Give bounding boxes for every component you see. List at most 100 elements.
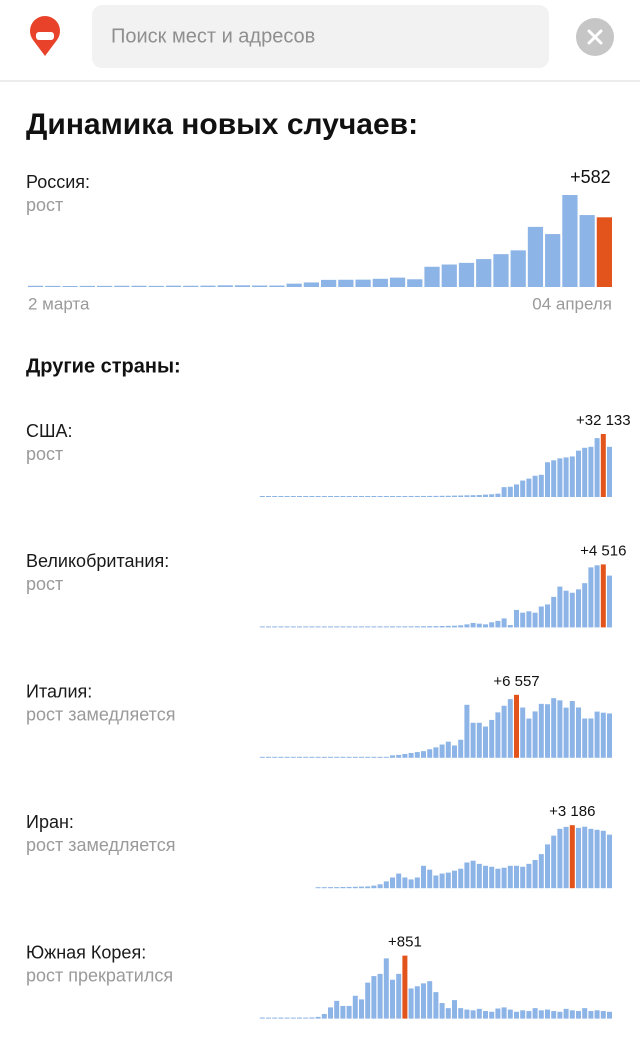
country-name: США: [26,421,73,441]
bar [269,285,285,287]
bar [114,285,130,287]
bar [340,756,346,758]
bar [507,625,513,628]
bar [408,879,414,889]
bar [402,955,408,1019]
search-box[interactable] [92,5,549,68]
country-status: рост замедляется [26,705,175,725]
bar [452,745,457,758]
bar [458,495,464,497]
bar [424,266,440,287]
bar [414,626,420,628]
bar [476,623,482,628]
bar [284,626,290,628]
bar [594,829,600,889]
bar [557,700,563,758]
bar [165,285,182,287]
bar [607,834,612,889]
bar [396,495,402,497]
bar [371,756,377,758]
x-tick-label: 2 марта [28,294,90,313]
bar [588,1011,594,1019]
bar [266,1017,271,1019]
bar [445,872,451,889]
bar [266,626,271,628]
bar [371,976,377,1019]
bar [290,626,296,628]
bar [272,756,278,758]
bar [582,718,588,758]
bar [346,626,352,628]
bar [321,1013,327,1019]
bar [390,979,395,1019]
bar [396,873,402,889]
bar [594,565,600,628]
bar [396,626,402,628]
bar [569,701,575,758]
bar [365,495,371,497]
close-icon [587,29,603,45]
bar [470,495,476,497]
logo[interactable] [29,16,60,56]
bar [303,1017,309,1019]
bar [303,756,309,758]
bar [520,707,526,758]
bar [452,1000,457,1019]
bar [501,1007,507,1019]
bar [557,586,563,628]
bar [297,1017,302,1019]
bar [445,1008,451,1019]
bar [557,1011,563,1019]
bar [532,612,538,628]
bar [476,1008,482,1019]
bar [433,626,439,628]
bar [96,285,113,287]
bar [365,886,371,889]
bar [402,626,408,628]
bar [489,622,495,628]
bar [607,575,612,628]
bar [297,626,302,628]
bar [596,217,612,287]
bar [464,624,470,628]
country-name: Великобритания: [26,551,169,571]
bar [582,583,588,628]
close-button[interactable] [576,18,614,56]
bar [272,496,278,497]
bar [464,1009,470,1019]
bar [286,283,302,287]
bar [328,626,333,628]
bar [217,285,233,287]
bar [507,486,513,497]
bar [334,756,340,758]
logo-mask [36,32,54,40]
bar [315,1016,321,1019]
bar [390,755,395,758]
bar [510,250,526,287]
country-status: рост [26,444,63,464]
bar [520,1010,526,1019]
bar [365,756,371,758]
bar [563,457,569,497]
country-status: рост [26,574,63,594]
bar [439,744,445,758]
bar [309,756,315,758]
bar [545,604,550,628]
bar [290,496,296,497]
bar [588,718,594,758]
bar [321,756,327,758]
bar [427,981,433,1019]
bar [278,495,284,497]
bar [427,495,433,497]
bar [340,626,346,628]
bar [551,835,557,889]
value-label: +3 186 [549,803,595,820]
bar [346,886,352,889]
bar [476,863,482,889]
bar [551,1011,557,1019]
bar [594,438,600,497]
bar [458,739,464,758]
bar [532,475,538,497]
bar [501,487,507,497]
bar [408,988,414,1019]
